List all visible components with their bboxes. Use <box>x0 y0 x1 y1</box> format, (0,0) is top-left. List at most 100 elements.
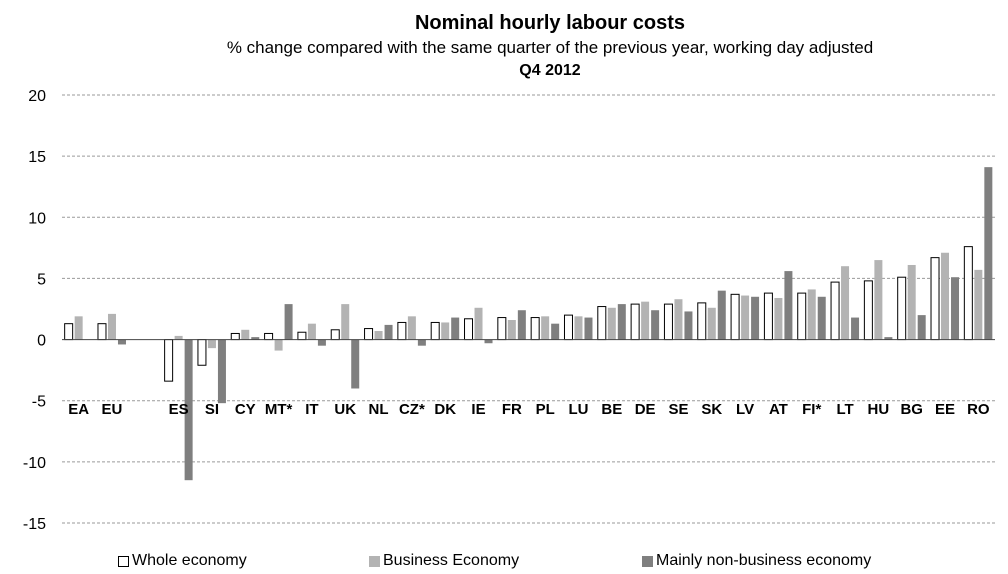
bar-whole-economy-LT <box>830 281 840 341</box>
bar-whole-economy-BG <box>897 276 907 341</box>
bar-mainly-non-business-economy-NL <box>384 324 393 340</box>
bar-business-economy-NL <box>374 331 383 340</box>
legend-swatch-whole-economy <box>118 555 129 567</box>
y-tick-label: -5 <box>32 394 46 411</box>
bar-mainly-non-business-economy-DE <box>651 310 660 340</box>
legend-item-non-business-economy: Mainly non-business economy <box>642 552 871 570</box>
bar-business-economy-BE <box>607 307 616 340</box>
bar-business-economy-LU <box>574 316 583 340</box>
bar-mainly-non-business-economy-EU <box>117 339 126 345</box>
category-label: AT <box>769 401 788 418</box>
bar-whole-economy-EU <box>97 323 107 341</box>
bar-business-economy-MT* <box>274 339 283 351</box>
legend-swatch-non-business-economy <box>642 555 653 567</box>
bar-mainly-non-business-economy-LV <box>751 296 760 340</box>
category-label: BG <box>900 401 923 418</box>
bar-mainly-non-business-economy-ES <box>184 339 193 481</box>
chart-period: Q4 2012 <box>519 62 581 79</box>
legend-item-business-economy: Business Economy <box>369 552 519 570</box>
bar-mainly-non-business-economy-MT* <box>284 304 293 340</box>
bar-mainly-non-business-economy-RO <box>984 167 993 340</box>
y-tick-label: -10 <box>23 455 46 472</box>
category-label: CZ* <box>399 401 425 418</box>
bar-business-economy-EA <box>74 316 83 340</box>
category-label: FR <box>502 401 522 418</box>
bar-business-economy-EU <box>107 313 116 340</box>
category-label: IT <box>305 401 318 418</box>
category-label: EU <box>102 401 123 418</box>
bar-whole-economy-BE <box>597 306 607 341</box>
bar-business-economy-AT <box>774 297 783 340</box>
bar-business-economy-CZ* <box>407 316 416 340</box>
bar-business-economy-LT <box>841 266 850 340</box>
category-label: RO <box>967 401 990 418</box>
category-label: SK <box>701 401 722 418</box>
bar-whole-economy-NL <box>364 328 374 341</box>
y-tick-label: -15 <box>23 516 46 533</box>
bar-whole-economy-PL <box>530 317 540 341</box>
bar-business-economy-LV <box>741 295 750 340</box>
bar-mainly-non-business-economy-LT <box>851 317 860 340</box>
category-label: CY <box>235 401 256 418</box>
category-label: NL <box>369 401 389 418</box>
bar-business-economy-RO <box>974 269 983 340</box>
bar-business-economy-UK <box>341 304 350 340</box>
chart-title: Nominal hourly labour costs <box>414 12 686 34</box>
bar-mainly-non-business-economy-IE <box>484 339 493 344</box>
category-label: LT <box>836 401 853 418</box>
bar-whole-economy-FR <box>497 317 507 341</box>
bar-mainly-non-business-economy-BE <box>617 304 626 340</box>
bar-whole-economy-AT <box>763 292 773 341</box>
category-label: SE <box>668 401 688 418</box>
bar-business-economy-BG <box>907 264 916 340</box>
bar-mainly-non-business-economy-SE <box>684 311 693 340</box>
bar-whole-economy-MT* <box>264 332 274 341</box>
category-label: FI* <box>802 401 821 418</box>
bar-whole-economy-EA <box>64 323 74 341</box>
category-label: PL <box>536 401 555 418</box>
bar-mainly-non-business-economy-SK <box>717 290 726 340</box>
bar-whole-economy-HU <box>863 280 873 341</box>
bar-business-economy-SI <box>207 339 216 349</box>
legend-item-whole-economy: Whole economy <box>118 552 247 570</box>
bar-business-economy-CY <box>241 329 250 340</box>
category-label: DE <box>635 401 656 418</box>
category-label: BE <box>601 401 622 418</box>
category-label: EA <box>68 401 89 418</box>
bar-business-economy-SE <box>674 299 683 340</box>
bar-mainly-non-business-economy-EE <box>951 277 960 340</box>
bar-whole-economy-UK <box>330 329 340 341</box>
bar-mainly-non-business-economy-DK <box>451 317 460 340</box>
y-tick-label: 10 <box>28 210 46 227</box>
bar-whole-economy-DE <box>630 303 640 341</box>
bar-whole-economy-CY <box>230 332 240 341</box>
category-label: MT* <box>265 401 293 418</box>
bar-whole-economy-ES <box>164 339 174 382</box>
category-label: ES <box>169 401 189 418</box>
bar-mainly-non-business-economy-UK <box>351 339 360 389</box>
bar-business-economy-HU <box>874 260 883 340</box>
bar-mainly-non-business-economy-CY <box>251 337 260 340</box>
bar-business-economy-DE <box>641 301 650 340</box>
bar-whole-economy-SE <box>663 303 673 341</box>
bar-whole-economy-SK <box>697 302 707 341</box>
bar-whole-economy-SI <box>197 339 207 366</box>
category-label: LU <box>568 401 588 418</box>
bar-whole-economy-FI* <box>797 292 807 341</box>
bar-mainly-non-business-economy-LU <box>584 317 593 340</box>
bar-mainly-non-business-economy-HU <box>884 337 893 340</box>
bar-business-economy-IT <box>307 323 316 340</box>
bar-business-economy-IE <box>474 307 483 340</box>
legend-swatch-business-economy <box>369 555 380 567</box>
bar-business-economy-PL <box>541 316 550 340</box>
bar-business-economy-FI* <box>807 289 816 340</box>
bar-mainly-non-business-economy-AT <box>784 271 793 340</box>
bar-mainly-non-business-economy-FR <box>517 310 526 340</box>
bar-whole-economy-LU <box>563 314 573 341</box>
bar-business-economy-FR <box>507 320 516 340</box>
bar-business-economy-DK <box>441 322 450 340</box>
bar-mainly-non-business-economy-SI <box>217 339 226 404</box>
category-label: DK <box>434 401 456 418</box>
category-label: LV <box>736 401 754 418</box>
